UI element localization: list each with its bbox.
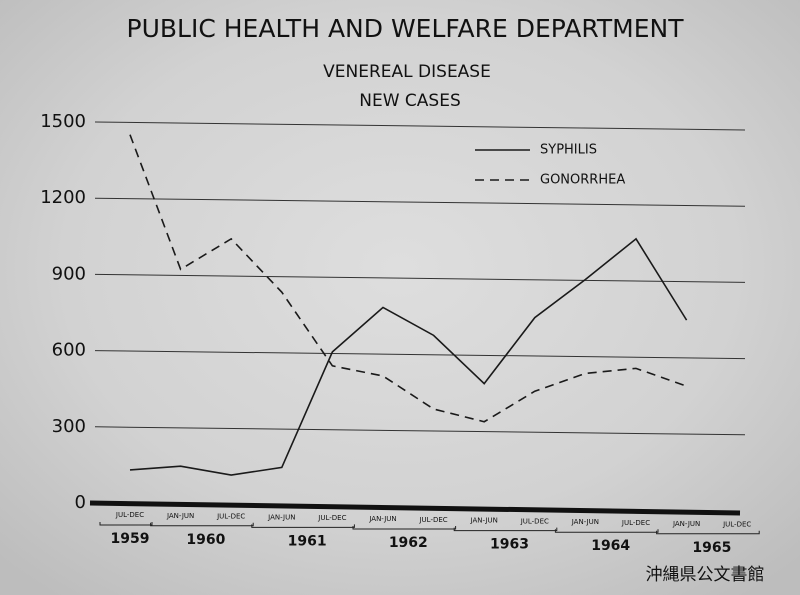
x-tick-label: JAN-JUN <box>166 512 194 520</box>
x-tick-label: JUL-DEC <box>115 511 144 519</box>
x-tick-label: JAN-JUN <box>267 513 295 521</box>
watermark: 沖縄県公文書館 <box>646 565 765 585</box>
x-tick-label: JUL-DEC <box>317 514 346 522</box>
legend-label: GONORRHEA <box>540 173 625 188</box>
year-bracket <box>453 527 558 532</box>
x-tick-label: JUL-DEC <box>520 517 549 525</box>
grid-line <box>94 197 746 207</box>
grid-line <box>94 426 746 436</box>
y-tick-label: 300 <box>52 416 86 437</box>
x-tick-label: JUL-DEC <box>722 521 751 529</box>
x-tick-label: JAN-JUN <box>571 518 599 526</box>
grid-line <box>94 350 746 360</box>
legend-label: SYPHILIS <box>540 143 597 158</box>
chart-subtitle: NEW CASES <box>359 91 461 111</box>
y-tick-label: 0 <box>75 492 86 513</box>
year-label: 1965 <box>692 540 731 556</box>
grid-line <box>94 273 746 283</box>
year-bracket <box>150 522 254 527</box>
x-axis <box>89 500 741 516</box>
x-tick-label: JAN-JUN <box>672 520 700 528</box>
year-label: 1959 <box>111 531 150 547</box>
x-tick-label: JUL-DEC <box>621 519 650 527</box>
chart-subtitle: VENEREAL DISEASE <box>323 62 491 82</box>
year-label: 1964 <box>591 538 630 554</box>
year-label: 1960 <box>186 532 225 548</box>
x-tick-label: JUL-DEC <box>216 513 245 521</box>
year-label: 1962 <box>389 535 428 551</box>
series-line <box>129 237 688 476</box>
y-tick-label: 600 <box>52 340 86 361</box>
chart-title: PUBLIC HEALTH AND WELFARE DEPARTMENT <box>127 14 685 43</box>
y-tick-label: 1500 <box>40 111 86 132</box>
year-label: 1963 <box>490 537 529 553</box>
year-bracket <box>352 526 457 530</box>
grid-line <box>94 121 746 131</box>
series-line <box>129 134 687 423</box>
year-label: 1961 <box>288 533 327 549</box>
x-tick-label: JAN-JUN <box>368 515 396 523</box>
year-bracket <box>251 524 355 528</box>
x-tick-label: JAN-JUN <box>470 517 498 525</box>
year-bracket <box>554 529 659 533</box>
year-bracket <box>656 530 760 535</box>
y-tick-label: 900 <box>52 263 86 284</box>
year-bracket <box>99 522 153 526</box>
y-tick-label: 1200 <box>40 187 86 208</box>
x-tick-label: JUL-DEC <box>418 516 447 524</box>
